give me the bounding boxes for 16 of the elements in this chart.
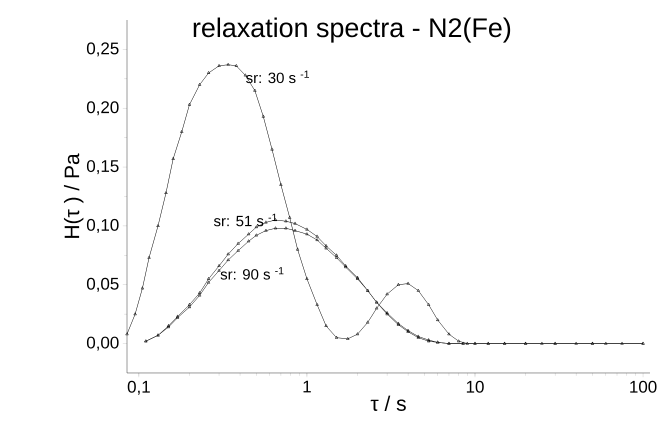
x-tick-label: 100 bbox=[630, 380, 657, 393]
x-tick-label: 1 bbox=[304, 380, 311, 392]
y-tick-label: 0,10 bbox=[86, 218, 119, 233]
y-tick-label: 0,25 bbox=[86, 42, 119, 56]
x-tick-label: 10 bbox=[466, 380, 484, 393]
y-tick-label: 0,20 bbox=[86, 101, 119, 116]
y-tick-label: 0,05 bbox=[86, 278, 119, 292]
series-label: sr: 51 s $^{-1}$ bbox=[214, 214, 277, 226]
x-axis-title: τ / s bbox=[370, 396, 406, 411]
y-axis-title: H(τ ) / Pa bbox=[64, 153, 84, 238]
x-tick-label: 0,1 bbox=[128, 380, 150, 395]
y-tick-label: 0,00 bbox=[86, 336, 119, 351]
series-label: sr: 30 s $^{-1}$ bbox=[246, 70, 309, 84]
chart-title: relaxation spectra - N2(Fe) bbox=[194, 18, 510, 43]
series-label: sr: 90 s $^{-1}$ bbox=[220, 267, 284, 280]
y-tick-label: 0,15 bbox=[86, 160, 119, 174]
